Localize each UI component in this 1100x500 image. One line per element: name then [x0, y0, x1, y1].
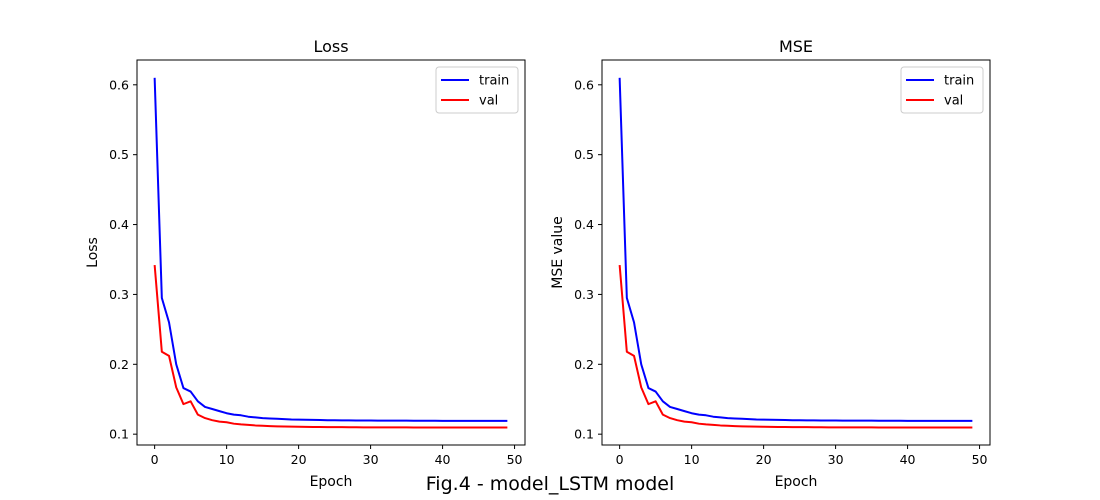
y-axis-label: MSE value — [550, 216, 566, 289]
panel-loss: 0 10 20 30 40 50 0.1 0.2 0.3 0.4 0.5 0.6 Loss Epoch Lo… — [85, 37, 526, 490]
x-tick-label: 10 — [219, 452, 235, 467]
plot-frame — [601, 59, 991, 446]
plot-frame — [136, 59, 526, 446]
y-tick-label: 0.1 — [574, 427, 594, 442]
y-tick-label: 0.2 — [574, 357, 594, 372]
x-tick-label: 40 — [435, 452, 451, 467]
y-tick-label: 0.3 — [109, 287, 129, 302]
y-tick-label: 0.6 — [574, 77, 594, 92]
x-tick-label: 0 — [151, 452, 159, 467]
x-tick-label: 30 — [363, 452, 379, 467]
legend-label-train: train — [479, 74, 509, 89]
legend-box — [435, 66, 519, 114]
y-tick-label: 0.6 — [109, 77, 129, 92]
panel-mse: 0 10 20 30 40 50 0.1 0.2 0.3 0.4 0.5 0.6 MSE Epoch MSE… — [550, 37, 991, 490]
x-tick-label: 0 — [616, 452, 624, 467]
legend-label-val: val — [479, 94, 498, 109]
x-tick-label: 30 — [828, 452, 844, 467]
series-line-val — [153, 264, 508, 429]
y-tick-label: 0.2 — [109, 357, 129, 372]
series-line-val — [618, 264, 973, 429]
series-line-train — [153, 77, 508, 422]
x-tick-label: 50 — [507, 452, 523, 467]
figure-caption: Fig.4 - model_LSTM model — [426, 473, 674, 495]
legend-label-val: val — [944, 94, 963, 109]
legend-label-train: train — [944, 74, 974, 89]
y-axis-label: Loss — [85, 237, 101, 268]
legend: train val — [435, 66, 519, 114]
y-tick-label: 0.1 — [109, 427, 129, 442]
legend-box — [900, 66, 984, 114]
x-tick-label: 10 — [684, 452, 700, 467]
x-axis-label: Epoch — [310, 474, 353, 490]
y-tick-label: 0.4 — [574, 217, 594, 232]
y-tick-label: 0.4 — [109, 217, 129, 232]
chart-title: Loss — [313, 37, 348, 56]
x-axis-label: Epoch — [775, 474, 818, 490]
chart-panels: 0 10 20 30 40 50 0.1 0.2 0.3 0.4 0.5 0.6 Loss Epoch Lo… — [85, 37, 991, 490]
y-tick-label: 0.3 — [574, 287, 594, 302]
chart-title: MSE — [779, 37, 813, 56]
x-tick-label: 20 — [756, 452, 772, 467]
x-tick-label: 50 — [972, 452, 988, 467]
x-tick-label: 20 — [291, 452, 307, 467]
series-line-train — [618, 77, 973, 422]
x-tick-label: 40 — [900, 452, 916, 467]
legend: train val — [900, 66, 984, 114]
y-tick-label: 0.5 — [574, 147, 594, 162]
y-tick-label: 0.5 — [109, 147, 129, 162]
